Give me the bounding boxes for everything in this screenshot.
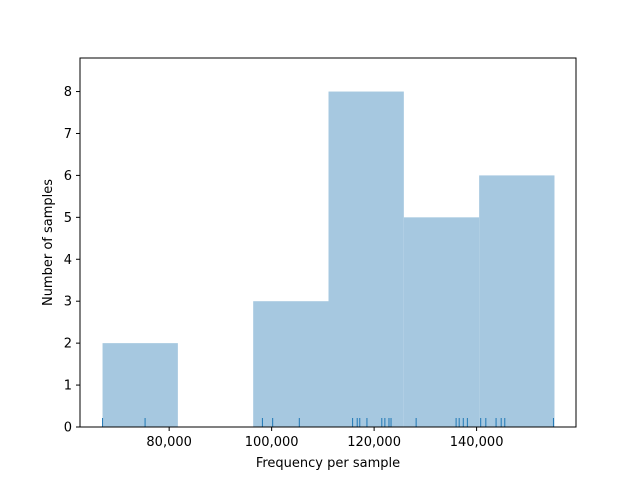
x-axis-label: Frequency per sample [256, 456, 400, 471]
y-tick-label-2: 2 [64, 337, 72, 352]
histogram-bars [102, 91, 555, 427]
y-axis-ticks: 0 1 2 3 4 5 6 7 8 [64, 85, 80, 436]
y-tick-label-3: 3 [64, 295, 72, 310]
y-axis-label: Number of samples [41, 179, 56, 306]
rug-marks [102, 418, 554, 427]
x-tick-label-2: 120,000 [347, 435, 401, 450]
y-tick-label-1: 1 [64, 379, 72, 394]
histogram-bar-0 [102, 343, 178, 427]
x-tick-label-3: 140,000 [450, 435, 504, 450]
histogram-bar-4 [403, 217, 480, 427]
x-axis-ticks: 80,000 100,000 120,000 140,000 [146, 427, 503, 450]
y-tick-label-0: 0 [64, 421, 72, 436]
y-tick-label-5: 5 [64, 211, 72, 226]
histogram-bar-3 [328, 91, 404, 427]
x-tick-label-1: 100,000 [245, 435, 299, 450]
x-tick-label-0: 80,000 [146, 435, 192, 450]
plot-frame [79, 57, 577, 428]
y-tick-label-4: 4 [64, 253, 72, 268]
y-tick-label-8: 8 [64, 85, 72, 100]
histogram-bar-2 [253, 301, 329, 427]
y-tick-label-7: 7 [64, 127, 72, 142]
y-tick-label-6: 6 [64, 169, 72, 184]
histogram-bar-5 [479, 175, 555, 427]
